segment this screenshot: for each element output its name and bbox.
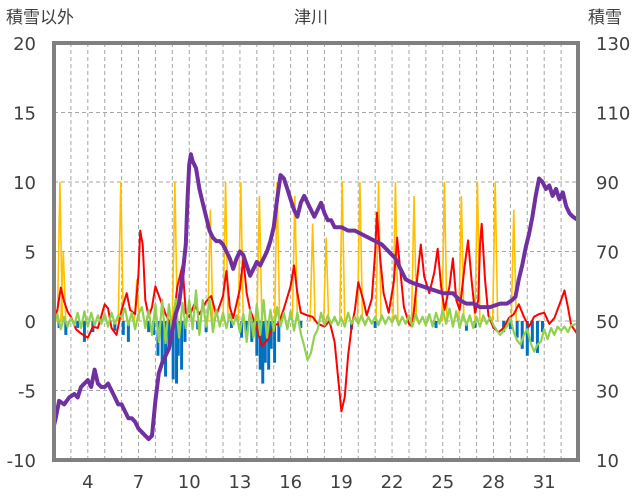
blue-bar [164, 321, 168, 377]
x-tick-label: 25 [431, 472, 454, 493]
y-left-tick-label: -10 [7, 451, 36, 472]
blue-bar [113, 321, 117, 331]
y-left-tick-label: 5 [25, 243, 36, 264]
blue-bar [255, 321, 259, 356]
blue-bar [520, 321, 524, 349]
blue-bar [261, 321, 265, 384]
blue-bar [180, 321, 184, 370]
y-left-tick-label: 0 [25, 312, 36, 333]
x-tick-label: 22 [381, 472, 404, 493]
orange-spike [441, 181, 448, 322]
blue-bar [121, 321, 125, 335]
plot-frame [52, 41, 580, 462]
chart-title: 津川 [294, 8, 328, 28]
y-left-tick-label: 10 [13, 173, 36, 194]
blue-bar [183, 321, 187, 342]
right-axis-label: 積雪 [588, 8, 622, 28]
orange-spike [510, 209, 518, 322]
snow-depth-line [52, 152, 580, 442]
blue-bar [64, 321, 68, 335]
blue-bar [269, 321, 273, 349]
orange-spike [171, 181, 179, 322]
blue-bar [530, 321, 534, 342]
x-tick-label: 13 [228, 472, 251, 493]
blue-bar [167, 321, 171, 349]
orange-spike [207, 209, 214, 322]
blue-bar [126, 321, 130, 342]
orange-spike [491, 181, 499, 322]
orange-spike [356, 181, 364, 322]
blue-bar [299, 321, 303, 328]
y-right-tick-label: 10 [596, 451, 619, 472]
orange-spike [273, 181, 281, 322]
orange-spike [338, 181, 346, 322]
blue-bar [147, 321, 151, 333]
x-tick-label: 10 [178, 472, 201, 493]
green-series-line [52, 289, 580, 361]
y-left-tick-label: 15 [13, 104, 36, 125]
y-right-tick-label: 110 [596, 104, 630, 125]
blue-bar [373, 321, 377, 328]
grid [54, 43, 578, 460]
y-right-tick-label: 50 [596, 312, 619, 333]
blue-bar [525, 321, 529, 356]
orange-spike [117, 181, 125, 322]
blue-bar [258, 321, 262, 370]
x-tick-label: 28 [482, 472, 505, 493]
line-series [52, 152, 580, 442]
blue-bar [535, 321, 539, 353]
x-tick-label: 31 [533, 472, 556, 493]
y-right-tick-label: 30 [596, 382, 619, 403]
orange-spike [322, 237, 330, 322]
y-right-tick-label: 70 [596, 243, 619, 264]
plot-border [52, 41, 580, 462]
orange-spike [410, 195, 418, 322]
blue-bar [229, 321, 233, 328]
x-tick-label: 16 [279, 472, 302, 493]
orange-spike [256, 195, 263, 322]
blue-bar [245, 321, 249, 333]
x-tick-label: 7 [133, 472, 144, 493]
blue-bar [273, 321, 277, 363]
y-left-tick-label: 20 [13, 34, 36, 55]
y-left-tick-label: -5 [18, 382, 36, 403]
blue-bar [76, 321, 80, 328]
orange-spike [309, 223, 316, 322]
x-tick-label: 4 [82, 472, 93, 493]
left-axis-label: 積雪以外 [6, 8, 74, 28]
blue-bar [171, 321, 175, 380]
blue-bar [267, 321, 271, 370]
blue-bar [515, 321, 519, 338]
blue-bar [175, 321, 179, 384]
orange-spikes-series [56, 181, 518, 322]
blue-bar [160, 321, 164, 363]
blue-bar [82, 321, 86, 342]
y-right-tick-label: 90 [596, 173, 619, 194]
red-series-line [53, 211, 579, 413]
orange-spike [375, 181, 382, 322]
orange-spike [59, 251, 67, 322]
blue-bar [240, 321, 244, 338]
y-right-tick-label: 130 [596, 34, 630, 55]
x-tick-label: 19 [330, 472, 353, 493]
blue-bar [508, 321, 512, 330]
orange-spike [56, 181, 64, 322]
blue-bar [277, 321, 281, 342]
blue-bar [541, 321, 545, 333]
blue-bar [434, 321, 438, 328]
